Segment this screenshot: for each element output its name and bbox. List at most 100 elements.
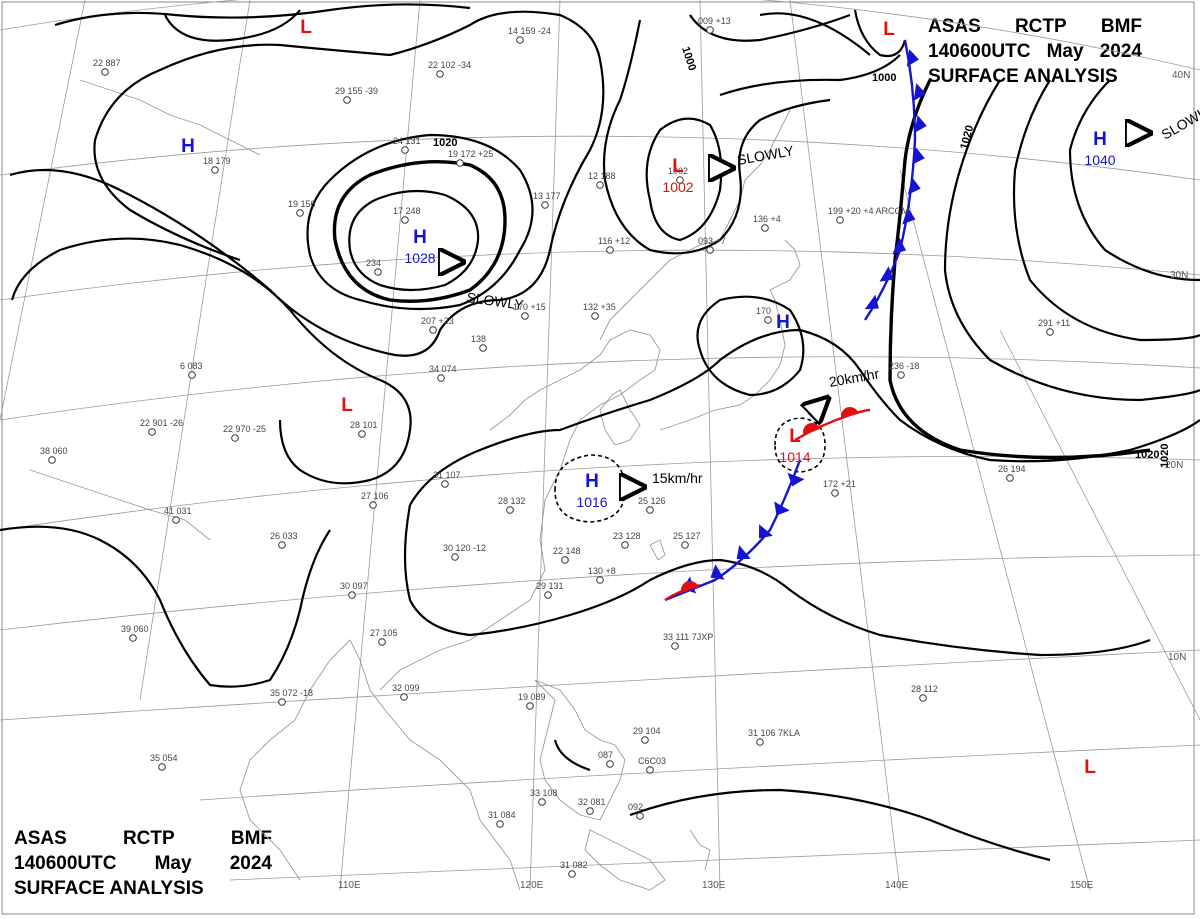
station-plot: 35 054: [150, 753, 178, 763]
station-plot: 18 179: [203, 156, 231, 166]
station-marker: [129, 634, 137, 642]
longitude-label: 120E: [520, 880, 544, 891]
station-marker: [538, 798, 546, 806]
station-plot: 23 128: [613, 531, 641, 541]
station-plot: 17 248: [393, 206, 421, 216]
station-marker: [437, 374, 445, 382]
station-marker: [436, 70, 444, 78]
station-marker: [479, 344, 487, 352]
station-plot: 38 060: [40, 446, 68, 456]
grid-labels: 110E 120E 130E 140E 150E 40N 30N 20N 10N: [338, 70, 1190, 891]
station-plot: 13 177: [533, 191, 561, 201]
pressure-value: 1002: [662, 179, 693, 195]
low-pressure-symbol: L: [789, 426, 801, 447]
station-marker: [211, 166, 219, 174]
isobar-label: 1020: [1159, 444, 1171, 468]
station-plot: 24 131: [393, 136, 421, 146]
station-plot: 234: [366, 258, 381, 268]
header-code: BMF: [1100, 16, 1142, 37]
latitude-label: 30N: [1170, 270, 1188, 281]
low-pressure-symbol: L: [300, 17, 312, 38]
station-marker: [836, 216, 844, 224]
station-marker: [401, 216, 409, 224]
cold-front-triangle: [907, 177, 921, 195]
station-marker: [591, 312, 599, 320]
station-marker: [456, 159, 464, 167]
station-plot: 170: [756, 306, 771, 316]
station-marker: [231, 434, 239, 442]
header-year: 2024: [1099, 41, 1142, 62]
warm-front-semicircle: [681, 581, 699, 594]
station-plots: 22 887 29 155 -39 22 102 -34 14 159 -24 009 …: [40, 16, 1070, 878]
high-pressure-symbol: H: [181, 136, 195, 157]
station-plot: 33 108: [530, 788, 558, 798]
station-plot: 28 112: [911, 684, 938, 694]
station-marker: [521, 312, 529, 320]
station-plot: 130 +8: [588, 566, 616, 576]
front-symbols: [681, 49, 927, 594]
motion-label: SLOWLY: [466, 289, 526, 313]
station-plot: 34 074: [429, 364, 457, 374]
station-plot: 26 033: [270, 531, 298, 541]
station-plot: 6 083: [180, 361, 203, 371]
station-plot: 14 159 -24: [508, 26, 551, 36]
station-plot: 31 082: [560, 860, 588, 870]
station-plot: 22 102 -34: [428, 60, 471, 70]
warm-front-semicircle: [803, 423, 821, 436]
station-marker: [451, 553, 459, 561]
station-marker: [148, 428, 156, 436]
high-pressure-symbol: H: [776, 312, 790, 333]
station-plot: 136 +4: [753, 214, 781, 224]
low-pressure-symbol: L: [672, 156, 684, 177]
station-plot: 39 060: [121, 624, 149, 634]
isobar-labels: 1000 1000 1020 1020 1020 1020: [433, 45, 1171, 468]
station-plot: 199 +20 +4 ARCGM: [828, 206, 909, 216]
warm-front: [664, 408, 871, 601]
station-marker: [706, 246, 714, 254]
station-plot: 32 099: [392, 683, 420, 693]
longitude-label: 110E: [338, 880, 361, 891]
latitude-label: 20N: [1165, 460, 1183, 471]
header-code: BMF: [230, 828, 272, 849]
station-marker: [671, 642, 679, 650]
isobar-label: 1020: [433, 137, 457, 149]
station-marker: [369, 501, 377, 509]
station-plot: 19 156: [288, 199, 316, 209]
station-marker: [278, 541, 286, 549]
cold-front-triangle: [774, 501, 790, 516]
station-plot: 087: [598, 750, 613, 760]
station-plot: 27 105: [370, 628, 398, 638]
pressure-value: 1014: [779, 449, 810, 465]
station-marker: [158, 763, 166, 771]
station-marker: [348, 591, 356, 599]
isobars: [0, 3, 1200, 862]
station-marker: [374, 268, 382, 276]
station-marker: [188, 371, 196, 379]
station-marker: [441, 480, 449, 488]
low-pressure-symbol: L: [883, 19, 895, 40]
station-plot: 236 -18: [889, 361, 920, 371]
station-plot: 32 081: [578, 797, 606, 807]
station-marker: [764, 316, 772, 324]
latitude-label: 10N: [1168, 652, 1186, 663]
cold-front-triangle: [906, 49, 919, 67]
station-marker: [172, 516, 180, 524]
station-marker: [506, 506, 514, 514]
pressure-value: 1040: [1084, 152, 1115, 168]
header-region: RCTP: [1014, 16, 1067, 37]
header-time: 140600UTC: [928, 41, 1031, 62]
station-plot: 30 120 -12: [443, 543, 486, 553]
station-plot: 132 +35: [583, 302, 616, 312]
station-marker: [621, 541, 629, 549]
station-plot: 291 +11: [1038, 318, 1070, 328]
station-marker: [831, 489, 839, 497]
station-marker: [756, 738, 764, 746]
station-plot: C6C03: [638, 756, 666, 766]
station-marker: [1006, 474, 1014, 482]
motion-label: SLOWLY: [736, 142, 796, 168]
station-marker: [496, 820, 504, 828]
station-marker: [526, 702, 534, 710]
station-plot: 28 101: [350, 420, 378, 430]
station-marker: [296, 209, 304, 217]
